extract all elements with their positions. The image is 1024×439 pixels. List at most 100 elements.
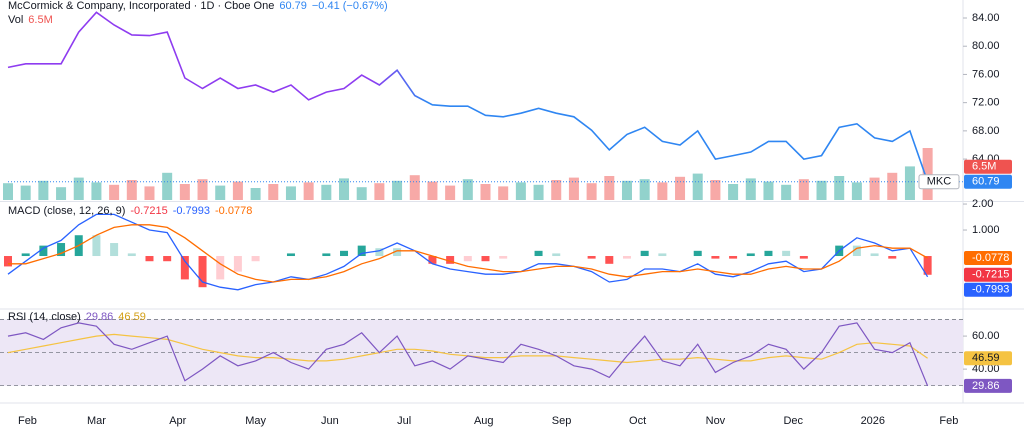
x-tick-label: Jul — [397, 415, 411, 427]
y-tick-label: 40.00 — [972, 363, 1000, 375]
volume-bar — [38, 180, 49, 200]
volume-bar — [427, 181, 438, 200]
rsi-band — [0, 319, 963, 386]
histogram-bar — [782, 250, 791, 257]
hist-label: -0.7215 — [964, 267, 1012, 282]
histogram-bar — [57, 243, 66, 257]
y-tick-label: 80.00 — [972, 40, 1000, 52]
histogram-bar — [729, 256, 738, 259]
signal-last: -0.0778 — [215, 205, 253, 217]
x-tick-label: Mar — [87, 415, 106, 427]
volume-bar — [869, 177, 880, 200]
price-header: McCormick & Company, Incorporated · 1D ·… — [8, 0, 393, 12]
volume-bar — [392, 180, 403, 200]
last-price-label-text: 60.79 — [972, 176, 1000, 188]
histogram-bar — [799, 256, 808, 259]
volume-bar — [745, 178, 756, 200]
hist-label-bg — [964, 267, 1012, 282]
x-tick-label: Feb — [18, 415, 37, 427]
histogram-bar — [463, 256, 472, 262]
volume-bar — [445, 185, 456, 200]
price-line — [7, 11, 929, 182]
last-price: 60.79 — [279, 0, 307, 12]
histogram-bar — [640, 250, 649, 257]
histogram-bar — [870, 253, 879, 257]
x-tick-label: Nov — [706, 415, 726, 427]
volume-bar — [374, 183, 385, 200]
volume-bar — [710, 180, 721, 200]
histogram-bar — [145, 256, 154, 262]
volume-bar — [834, 176, 845, 200]
volume-bar — [551, 180, 562, 200]
histogram-bar — [693, 250, 702, 257]
volume-bar — [887, 172, 898, 200]
x-tick-label: Feb — [939, 415, 958, 427]
y-tick-label: 84.00 — [972, 12, 1000, 24]
volume-bar — [3, 183, 13, 200]
rsi-label: 29.86 — [964, 378, 1012, 393]
volume-bar — [763, 181, 774, 200]
rsi-ma-label-text: 46.59 — [972, 352, 1000, 364]
histogram-bar — [534, 250, 543, 257]
y-tick-label: 1.000 — [972, 224, 1000, 236]
volume-bar — [20, 185, 31, 200]
volume-bar — [922, 148, 933, 200]
histogram-bar — [711, 256, 720, 259]
histogram-bar — [163, 256, 172, 262]
volume-bar — [568, 177, 579, 200]
y-tick-label: 60.00 — [972, 330, 1000, 342]
volume-bar — [268, 184, 279, 200]
histogram-bar — [746, 253, 755, 257]
volume-bar — [604, 176, 615, 200]
histogram-bar — [923, 256, 932, 275]
histogram-bar — [39, 245, 48, 257]
volume-bar — [91, 182, 102, 200]
volume-bar — [728, 184, 739, 200]
signal-line — [8, 224, 928, 283]
volume-bar — [303, 182, 314, 200]
volume-bar — [480, 184, 491, 200]
macd-label-bg — [964, 282, 1012, 297]
volume-bar — [162, 172, 173, 200]
volume-bar — [675, 176, 686, 200]
histogram-bar — [286, 253, 295, 257]
macd-title: MACD (close, 12, 26, 9) — [8, 205, 126, 217]
title: McCormick & Company, Incorporated · 1D ·… — [8, 0, 275, 12]
volume-bar — [321, 184, 332, 200]
histogram-bar — [764, 250, 773, 257]
volume-label-text: 6.5M — [972, 161, 996, 173]
y-tick-label: 68.00 — [972, 125, 1000, 137]
histogram-bar — [428, 256, 437, 264]
histogram-bar — [481, 256, 490, 262]
histogram-bar — [446, 256, 455, 264]
y-tick-label: 2.00 — [972, 198, 993, 210]
histogram-bar — [587, 256, 596, 259]
volume-last: 6.5M — [28, 14, 53, 26]
volume-bar — [109, 184, 120, 200]
macd-label-text: -0.7993 — [972, 284, 1009, 296]
volume-bar — [56, 187, 67, 200]
x-tick-label: Aug — [474, 415, 494, 427]
rsi-label-text: 29.86 — [972, 380, 1000, 392]
hist-label-text: -0.7215 — [972, 269, 1009, 281]
histogram-bar — [852, 245, 861, 257]
y-tick-label: 76.00 — [972, 68, 1000, 80]
rsi-title: RSI (14, close) — [8, 311, 81, 323]
volume-label-bg — [964, 159, 1012, 174]
signal-label-text: -0.0778 — [972, 252, 1009, 264]
volume-bar — [851, 182, 862, 200]
volume-bar — [144, 186, 155, 200]
volume-bar — [904, 166, 915, 200]
volume-bar — [515, 182, 526, 200]
x-tick-label: Apr — [169, 415, 186, 427]
histogram-bar — [21, 253, 30, 257]
volume-bar — [250, 188, 261, 200]
histogram-bar — [322, 253, 331, 257]
volume-bar — [692, 173, 703, 200]
signal-label: -0.0778 — [964, 251, 1012, 266]
volume-bar — [781, 184, 792, 200]
volume-bar — [197, 179, 208, 200]
x-tick-label: 2026 — [861, 415, 885, 427]
symbol-tag: MKC — [918, 174, 960, 190]
